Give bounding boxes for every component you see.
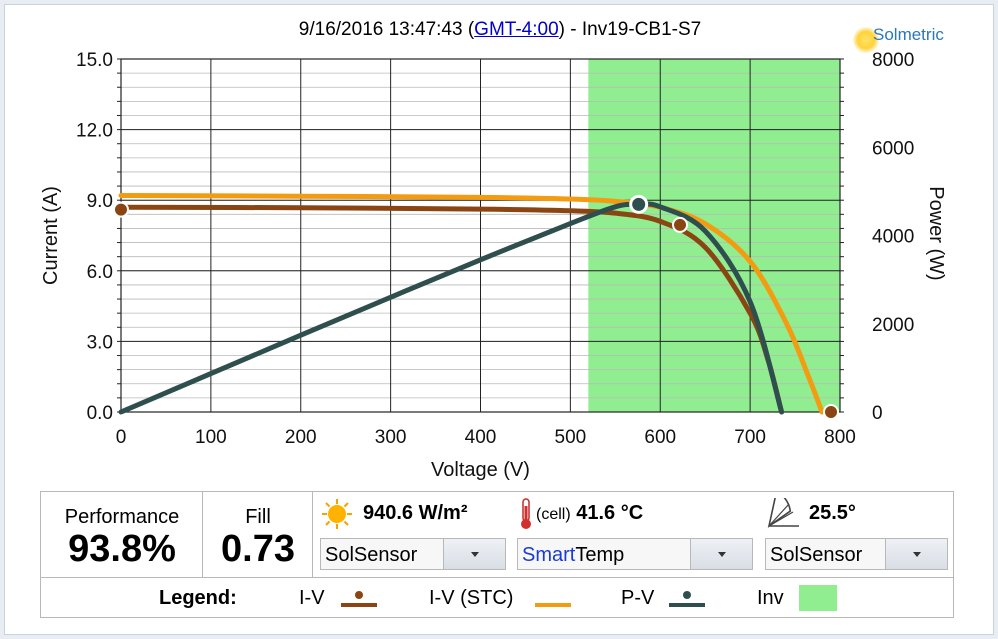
- irradiance-value: 940.6 W/m²: [363, 502, 468, 524]
- y-tick-label: 3.0: [87, 332, 113, 353]
- temp-prefix: (cell): [536, 506, 571, 523]
- tilt-source-value: SolSensor: [770, 544, 863, 566]
- chart-legend: Legend: I-V I-V (STC) P-V Inv: [40, 578, 954, 618]
- legend-title: Legend:: [159, 587, 237, 609]
- legend-pv-swatch: [669, 591, 705, 607]
- irradiance-source-select[interactable]: SolSensor: [320, 538, 506, 570]
- x-tick-label: 200: [285, 427, 317, 448]
- x-tick-label: 400: [465, 427, 497, 448]
- logo-text: Solmetric: [873, 25, 944, 44]
- x-tick-label: 100: [195, 427, 227, 448]
- solmetric-logo: Solmetric: [853, 23, 963, 59]
- iv-chart: 0 100 200 300 400 500 600 700 800 0.0 3.0 6.0 9.0 12.…: [40, 50, 947, 481]
- thermometer-icon: [521, 498, 531, 529]
- y2-tick-label: 0: [872, 403, 883, 424]
- y2-tick-label: 2000: [872, 315, 914, 336]
- y-tick-label: 15.0: [76, 50, 113, 71]
- legend-iv-stc-swatch: [535, 603, 571, 607]
- y-tick-label: 12.0: [76, 121, 113, 142]
- temp-source-part-a: Smart: [522, 544, 576, 566]
- string-id-text: ) - Inv19-CB1-S7: [558, 19, 702, 40]
- tilt-source-select[interactable]: SolSensor: [765, 538, 948, 570]
- chevron-down-icon[interactable]: [690, 539, 752, 569]
- summary-panel: Performance 93.8% Fill 0.73 940.6 W/m² S…: [40, 491, 954, 578]
- tilt-readout: 25.5°: [765, 498, 856, 528]
- timezone-link[interactable]: GMT-4:00: [474, 19, 559, 40]
- temperature-source-select[interactable]: SmartTemp: [517, 538, 753, 570]
- irradiance-source-value: SolSensor: [325, 544, 418, 566]
- legend-iv-stc-label: I-V (STC): [429, 587, 514, 609]
- temp-value: 41.6 °C: [576, 502, 644, 524]
- y-tick-label: 9.0: [87, 191, 113, 212]
- iv-point-marker: [823, 404, 840, 420]
- chevron-down-icon[interactable]: [885, 539, 947, 569]
- y2-axis-label: Power (W): [925, 186, 947, 280]
- y2-tick-label: 4000: [872, 227, 914, 248]
- legend-inv-swatch: [799, 585, 837, 611]
- y-axis-label: Current (A): [40, 186, 62, 285]
- y-tick-label: 6.0: [87, 262, 113, 283]
- temperature-source-value: SmartTemp: [522, 544, 624, 567]
- series-line-p-v: [118, 201, 785, 415]
- temp-source-part-b: Temp: [575, 544, 625, 566]
- x-axis-label: Voltage (V): [431, 459, 530, 481]
- datetime-text: 9/16/2016 13:47:43 (: [298, 19, 475, 40]
- tilt-value: 25.5°: [809, 502, 856, 524]
- max-power-point-marker: [629, 194, 649, 214]
- sun-icon: [322, 499, 352, 529]
- performance-value: 93.8%: [68, 528, 176, 570]
- performance-label: Performance: [64, 506, 180, 528]
- x-tick-label: 700: [734, 427, 766, 448]
- iv-point-marker: [113, 201, 129, 218]
- legend-iv-label: I-V: [299, 587, 325, 609]
- fill-label: Fill: [245, 506, 271, 528]
- sun-logo-icon: [853, 27, 879, 53]
- y-tick-label: 0.0: [87, 403, 113, 424]
- plot-border: [120, 58, 841, 413]
- iv-point-marker: [672, 216, 689, 233]
- irradiance-readout: 940.6 W/m²: [321, 499, 468, 529]
- chart-header: 9/16/2016 13:47:43 (GMT-4:00) - Inv19-CB…: [5, 19, 995, 41]
- performance-cell: Performance 93.8%: [41, 492, 203, 577]
- fill-cell: Fill 0.73: [203, 492, 313, 577]
- protractor-icon: [767, 498, 799, 528]
- y2-tick-label: 8000: [872, 50, 914, 71]
- x-tick-label: 0: [116, 427, 127, 448]
- x-tick-label: 300: [375, 427, 407, 448]
- legend-iv-swatch: [341, 591, 377, 607]
- legend-inv-label: Inv: [757, 587, 784, 609]
- y2-tick-label: 6000: [872, 138, 914, 159]
- fill-value: 0.73: [221, 528, 295, 570]
- x-tick-label: 500: [555, 427, 587, 448]
- x-tick-label: 600: [644, 427, 676, 448]
- legend-pv-label: P-V: [621, 587, 655, 609]
- chevron-down-icon[interactable]: [443, 539, 505, 569]
- x-tick-label: 800: [824, 427, 856, 448]
- temperature-readout: (cell) 41.6 °C: [518, 498, 644, 529]
